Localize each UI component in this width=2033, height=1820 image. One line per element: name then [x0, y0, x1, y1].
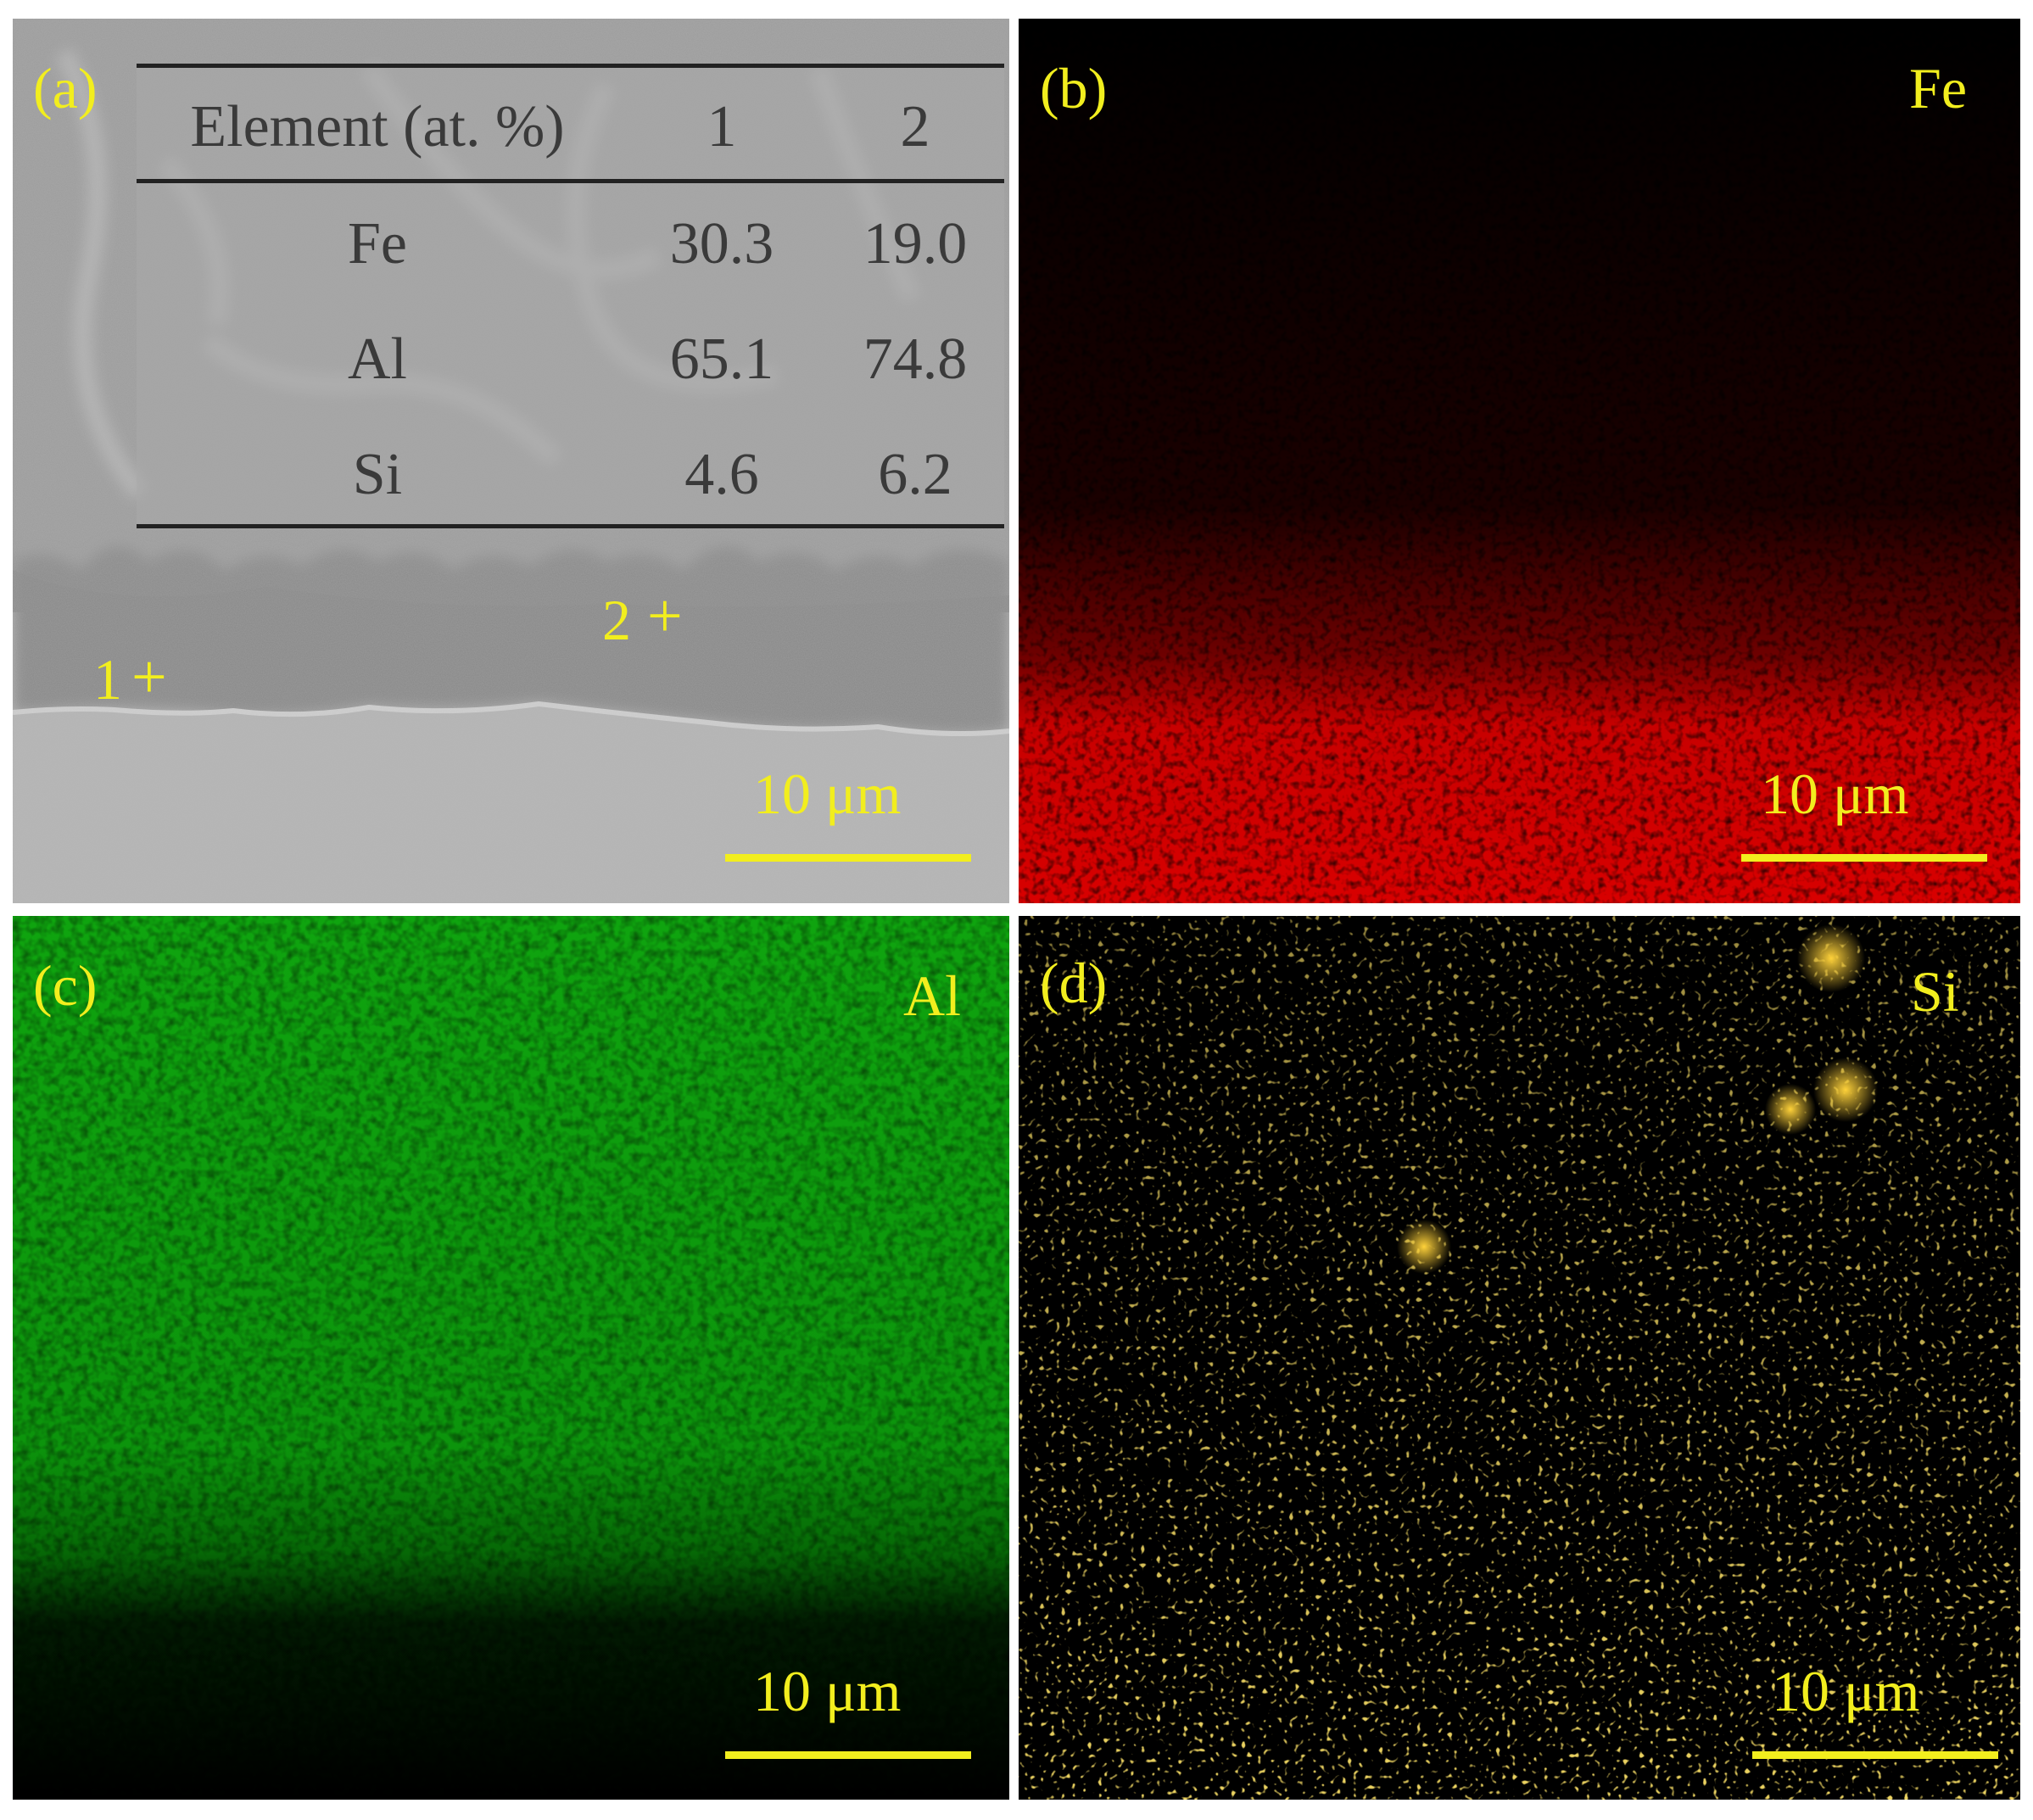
panel-label-c: (c)	[33, 953, 98, 1018]
table-top-rule	[137, 64, 1004, 68]
panel-d-si-map: (d) Si 10 μm	[1019, 916, 2020, 1800]
si-elemental-map	[1019, 916, 2020, 1800]
table-cell-element: Al	[348, 327, 407, 392]
scale-bar	[1752, 1751, 1998, 1759]
table-cell-value: 30.3	[669, 211, 774, 276]
eds-composition-table: Element (at. %) 1 2 Fe 30.3 19.0 Al 65.1…	[137, 64, 1004, 528]
table-cell-value: 74.8	[863, 327, 968, 392]
crosshair-icon: +	[647, 582, 683, 651]
scale-bar	[1741, 854, 1987, 862]
panel-label-a: (a)	[33, 56, 98, 120]
scale-bar-label: 10 μm	[753, 1659, 902, 1723]
point-marker-1-label: 1	[93, 647, 122, 712]
element-label-si: Si	[1911, 959, 1959, 1024]
panel-label-d: (d)	[1040, 951, 1108, 1015]
table-cell-element: Fe	[348, 211, 407, 276]
panel-label-b: (b)	[1040, 56, 1108, 120]
fe-elemental-map	[1019, 19, 2020, 903]
table-cell-value: 65.1	[669, 327, 774, 392]
element-label-fe: Fe	[1909, 56, 1967, 120]
table-cell-element: Si	[352, 442, 403, 507]
crosshair-icon: +	[131, 643, 167, 712]
panel-c-al-map: (c) Al 10 μm	[13, 916, 1009, 1800]
table-header-point-2: 2	[900, 94, 930, 159]
table-header-rule	[137, 179, 1004, 183]
scale-bar	[725, 854, 971, 862]
scale-bar-label: 10 μm	[1761, 762, 1909, 826]
table-cell-value: 4.6	[684, 442, 759, 507]
table-bottom-rule	[137, 524, 1004, 528]
scale-bar-label: 10 μm	[1772, 1659, 1920, 1723]
table-header-element: Element (at. %)	[190, 94, 565, 159]
panel-a-sem-image: Element (at. %) 1 2 Fe 30.3 19.0 Al 65.1…	[13, 19, 1009, 903]
table-cell-value: 6.2	[878, 442, 952, 507]
panel-b-fe-map: (b) Fe 10 μm	[1019, 19, 2020, 903]
table-cell-value: 19.0	[863, 211, 968, 276]
scale-bar-label: 10 μm	[753, 762, 902, 826]
scale-bar	[725, 1751, 971, 1759]
element-label-al: Al	[903, 963, 961, 1028]
al-elemental-map	[13, 916, 1009, 1800]
table-header-point-1: 1	[707, 94, 737, 159]
point-marker-2-label: 2	[602, 588, 631, 652]
